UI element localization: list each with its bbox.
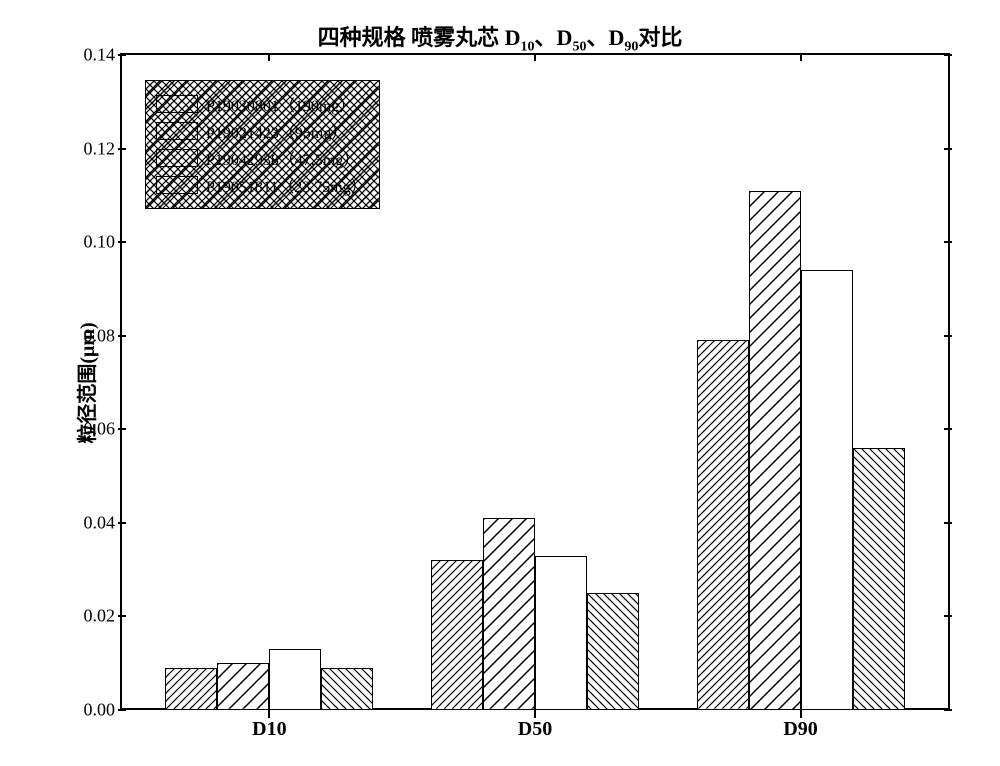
x-tick-mark [800, 53, 802, 61]
x-tick-label: D90 [783, 718, 817, 741]
chart-container: 四种规格 喷雾丸芯 D10、D50、D90对比 粒径范围(μm) 0.000.0… [0, 0, 1000, 766]
bar-s2-D50 [483, 518, 535, 710]
x-tick-mark [268, 710, 270, 718]
y-tick-mark [118, 522, 126, 524]
bar-s4-D10 [321, 668, 373, 710]
y-tick-mark [118, 335, 126, 337]
y-tick-label: 0.08 [60, 325, 115, 346]
y-tick-mark [118, 428, 126, 430]
y-tick-label: 0.02 [60, 606, 115, 627]
chart-title: 四种规格 喷雾丸芯 D10、D50、D90对比 [0, 20, 1000, 55]
x-tick-mark [534, 710, 536, 718]
legend: P19030801（190mg）P19021423（95mg）P19042938… [145, 80, 380, 209]
y-tick-label: 0.10 [60, 232, 115, 253]
x-tick-label: D50 [518, 718, 552, 741]
bar-s2-D10 [217, 663, 269, 710]
y-tick-mark [118, 148, 126, 150]
y-tick-label: 0.14 [60, 45, 115, 66]
y-tick-label: 0.06 [60, 419, 115, 440]
y-tick-mark [944, 335, 952, 337]
bar-s3-D10 [269, 649, 321, 710]
x-tick-mark [268, 53, 270, 61]
bar-s1-D10 [165, 668, 217, 710]
bar-s1-D50 [431, 560, 483, 710]
y-tick-mark [944, 709, 952, 711]
x-tick-mark [800, 710, 802, 718]
y-tick-mark [944, 615, 952, 617]
bar-s2-D90 [749, 191, 801, 710]
y-tick-label: 0.04 [60, 512, 115, 533]
y-tick-mark [118, 709, 126, 711]
bar-s1-D90 [697, 340, 749, 710]
y-tick-mark [944, 428, 952, 430]
y-tick-mark [944, 522, 952, 524]
bar-s4-D90 [853, 448, 905, 710]
y-tick-mark [944, 148, 952, 150]
y-tick-mark [944, 54, 952, 56]
bar-s3-D90 [801, 270, 853, 710]
x-tick-mark [534, 53, 536, 61]
y-tick-mark [944, 241, 952, 243]
y-tick-label: 0.12 [60, 138, 115, 159]
y-tick-mark [118, 54, 126, 56]
legend-swatch [156, 176, 198, 194]
y-tick-label: 0.00 [60, 700, 115, 721]
x-tick-label: D10 [252, 718, 286, 741]
bar-s4-D50 [587, 593, 639, 710]
bar-s3-D50 [535, 556, 587, 710]
y-tick-mark [118, 615, 126, 617]
y-tick-mark [118, 241, 126, 243]
legend-item-s4: P19051811（23.75mg） [156, 173, 367, 197]
